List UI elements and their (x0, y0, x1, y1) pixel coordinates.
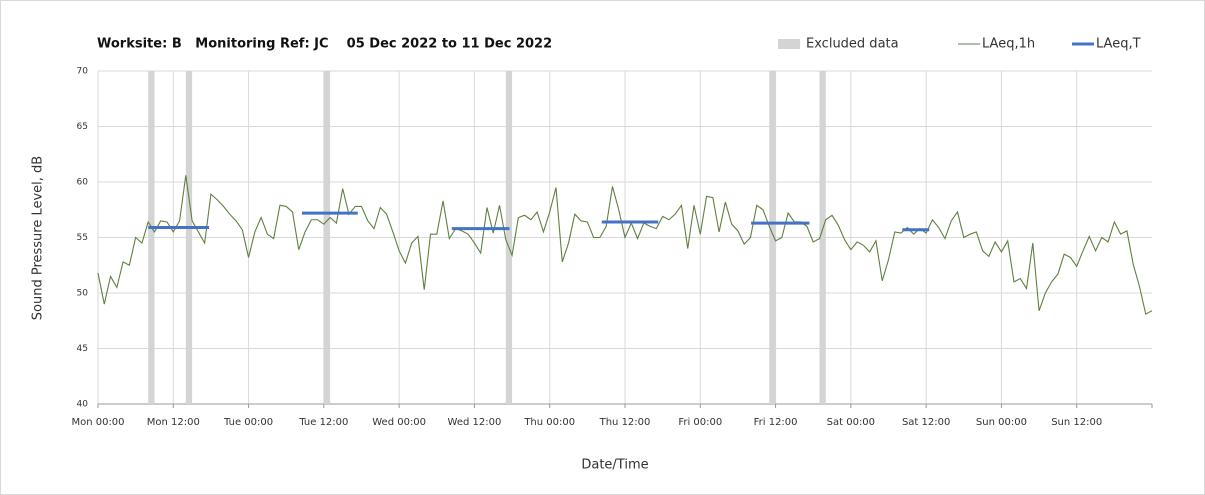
y-tick-label: 40 (77, 400, 89, 410)
y-tick-label: 70 (77, 67, 89, 77)
excluded-band (769, 71, 776, 404)
excluded-band (185, 71, 193, 404)
y-axis-label: Sound Pressure Level, dB (31, 156, 46, 320)
x-tick-label: Mon 12:00 (147, 417, 200, 428)
y-tick-label: 50 (77, 289, 89, 299)
y-tick-label: 65 (77, 122, 88, 132)
line-series (97, 175, 1153, 315)
legend-swatch (778, 39, 800, 49)
x-tick-label: Sun 12:00 (1051, 417, 1102, 428)
y-tick-label: 55 (77, 233, 88, 243)
x-tick-label: Sat 00:00 (827, 417, 875, 428)
x-tick-label: Fri 00:00 (678, 417, 722, 428)
x-tick-label: Fri 12:00 (754, 417, 798, 428)
x-tick-label: Sat 12:00 (902, 417, 950, 428)
x-tick-label: Tue 12:00 (298, 417, 348, 428)
legend-label: LAeq,T (1096, 37, 1141, 52)
y-tick-label: 60 (77, 178, 89, 188)
x-tick-label: Tue 00:00 (223, 417, 273, 428)
excluded-band (148, 71, 155, 404)
x-tick-label: Thu 00:00 (523, 417, 575, 428)
legend-label: LAeq,1h (982, 37, 1035, 52)
chart-title: Worksite: B Monitoring Ref: JC 05 Dec 20… (97, 37, 552, 52)
x-tick-label: Mon 00:00 (71, 417, 124, 428)
x-tick-label: Sun 00:00 (976, 417, 1027, 428)
excluded-band (819, 71, 826, 404)
x-tick-label: Wed 12:00 (448, 417, 502, 428)
y-tick-label: 45 (77, 344, 88, 354)
excluded-band (505, 71, 513, 404)
x-tick-label: Wed 00:00 (372, 417, 426, 428)
excluded-band (323, 71, 331, 404)
x-tick-label: Thu 12:00 (599, 417, 651, 428)
x-axis-label: Date/Time (581, 458, 648, 473)
legend-label: Excluded data (806, 37, 899, 52)
